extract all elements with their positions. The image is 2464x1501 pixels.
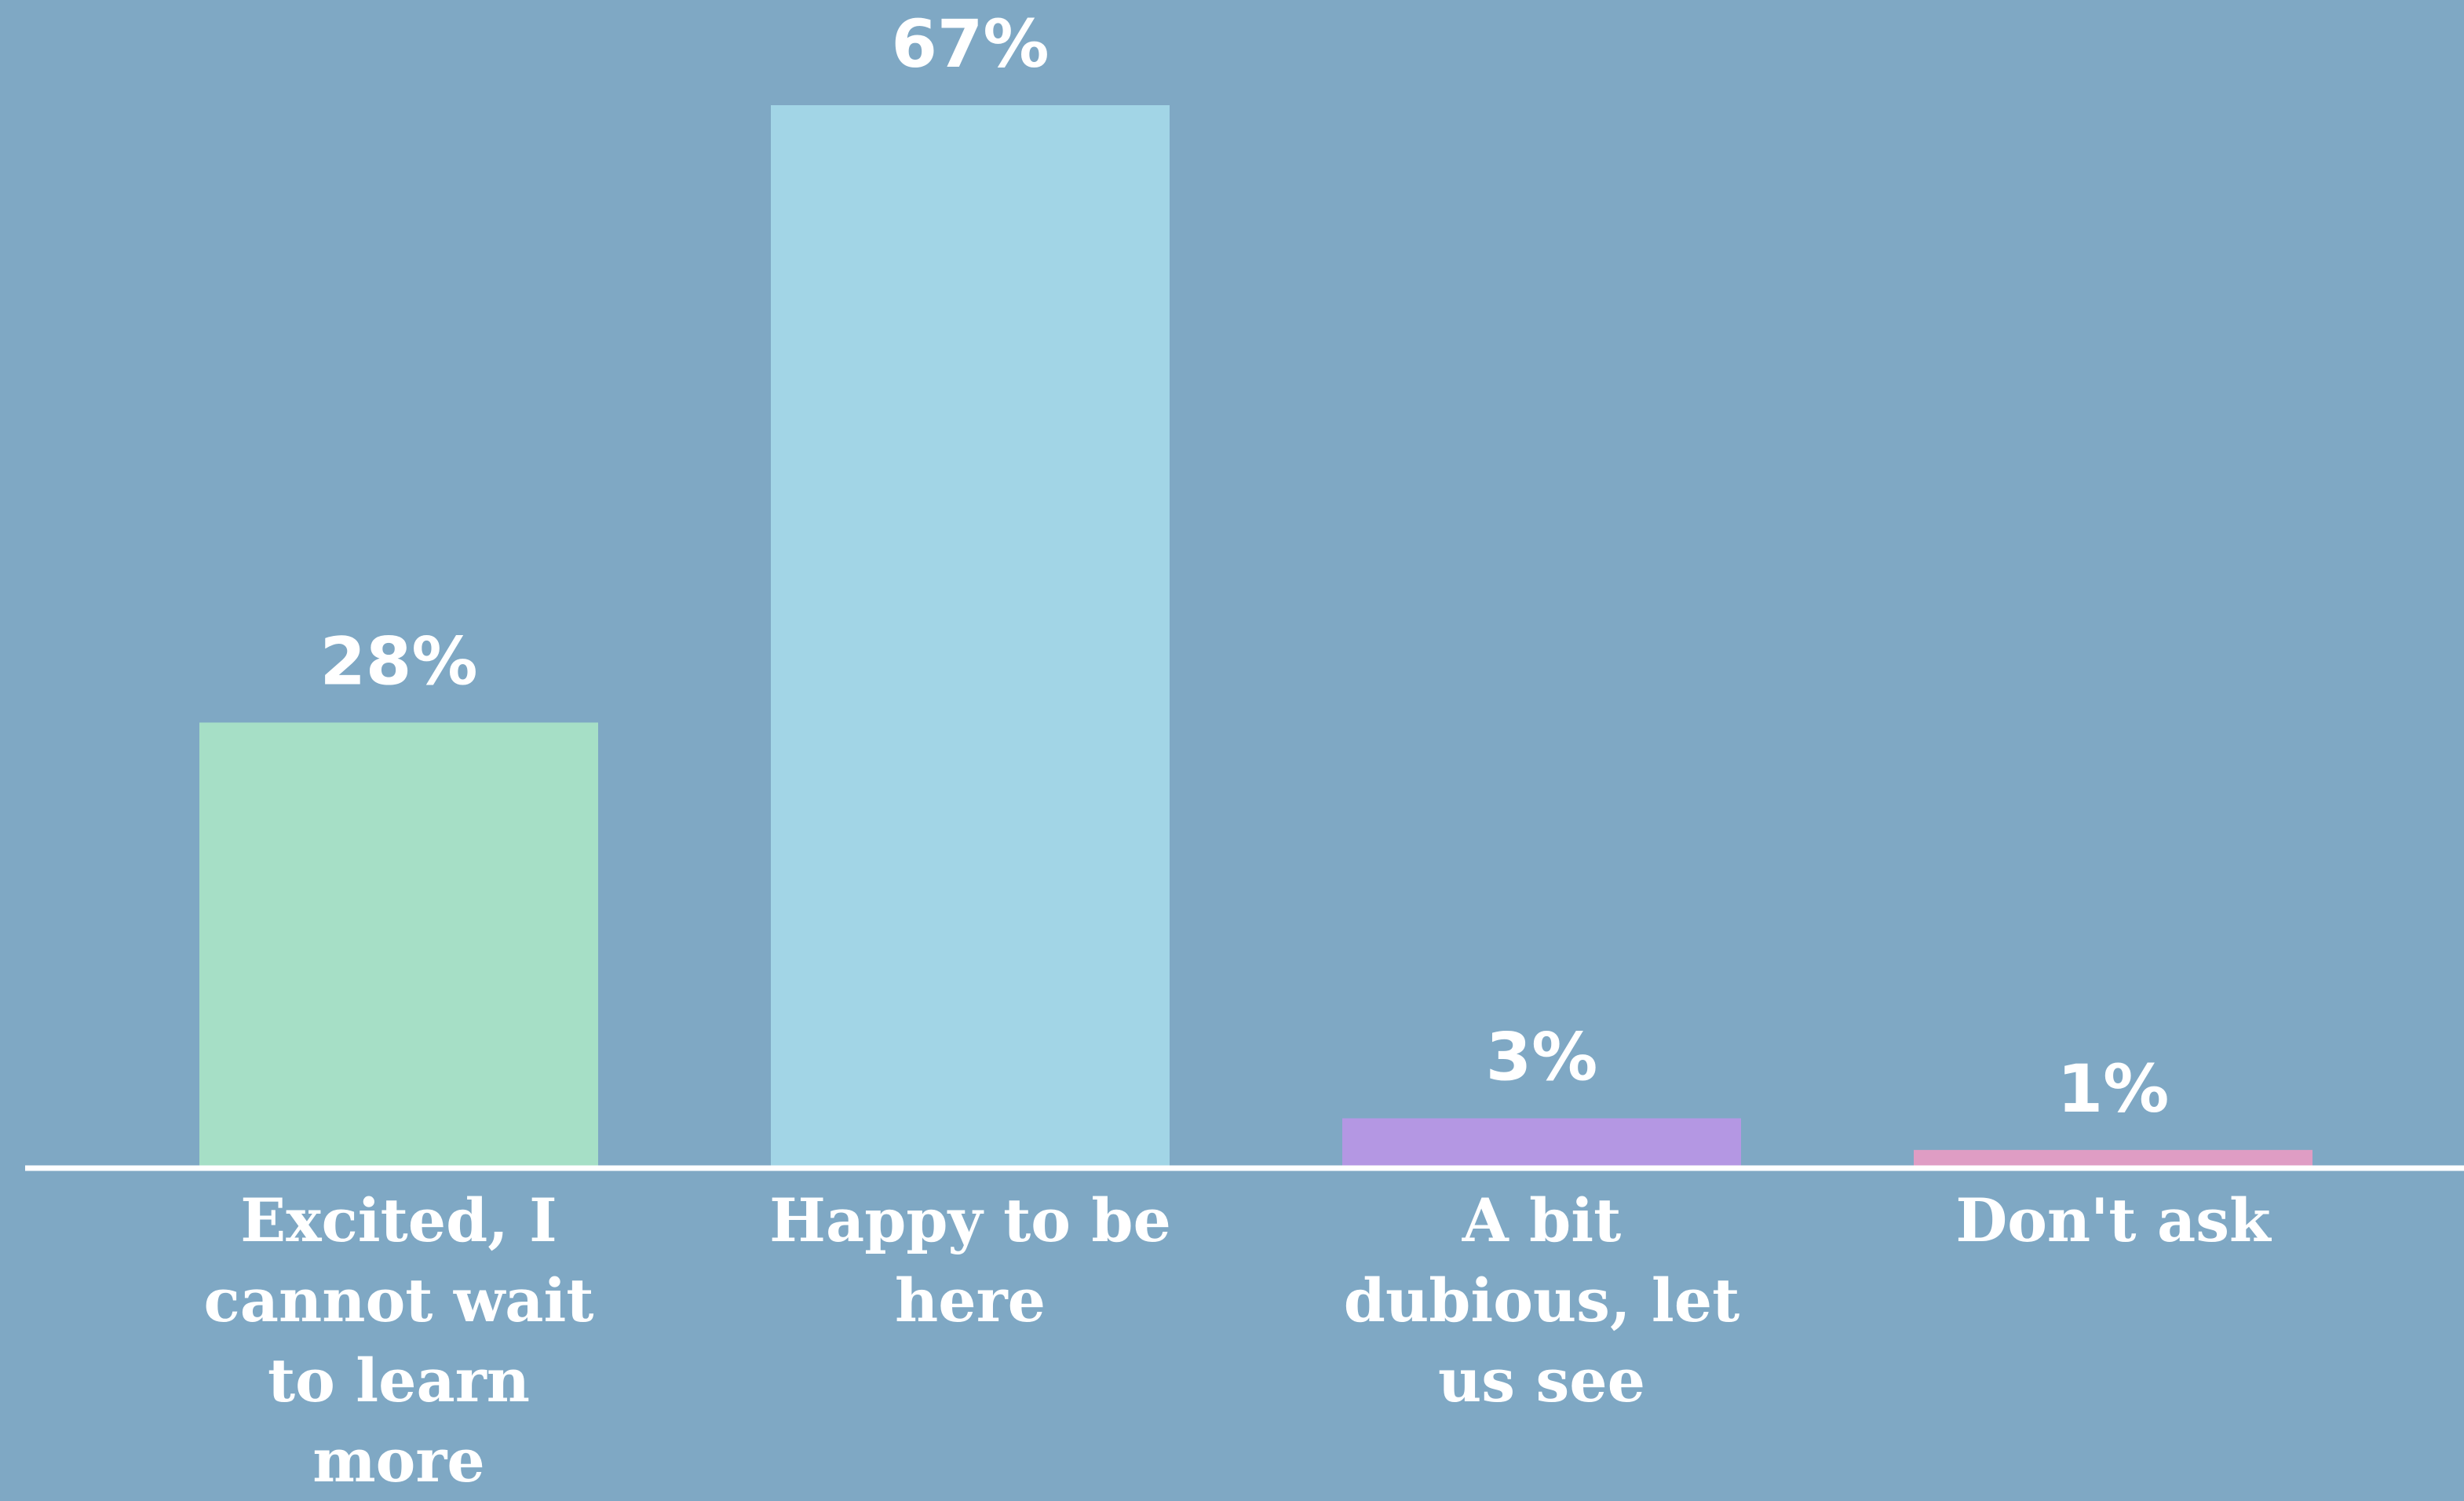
bar: [1914, 1149, 2313, 1166]
value-label: 3%: [1486, 1018, 1598, 1095]
category-label: Excited, I cannot wait to learn more: [203, 1185, 594, 1496]
category-label: A bit dubious, let us see: [1343, 1185, 1740, 1415]
category-label: Don't ask: [1955, 1185, 2271, 1255]
value-label: 67%: [891, 5, 1049, 82]
bar: [1342, 1118, 1741, 1166]
category-label: Happy to be here: [769, 1185, 1171, 1335]
value-label: 1%: [2057, 1050, 2170, 1127]
bar: [199, 722, 598, 1166]
bar: [771, 105, 1170, 1166]
value-label: 28%: [319, 623, 477, 699]
